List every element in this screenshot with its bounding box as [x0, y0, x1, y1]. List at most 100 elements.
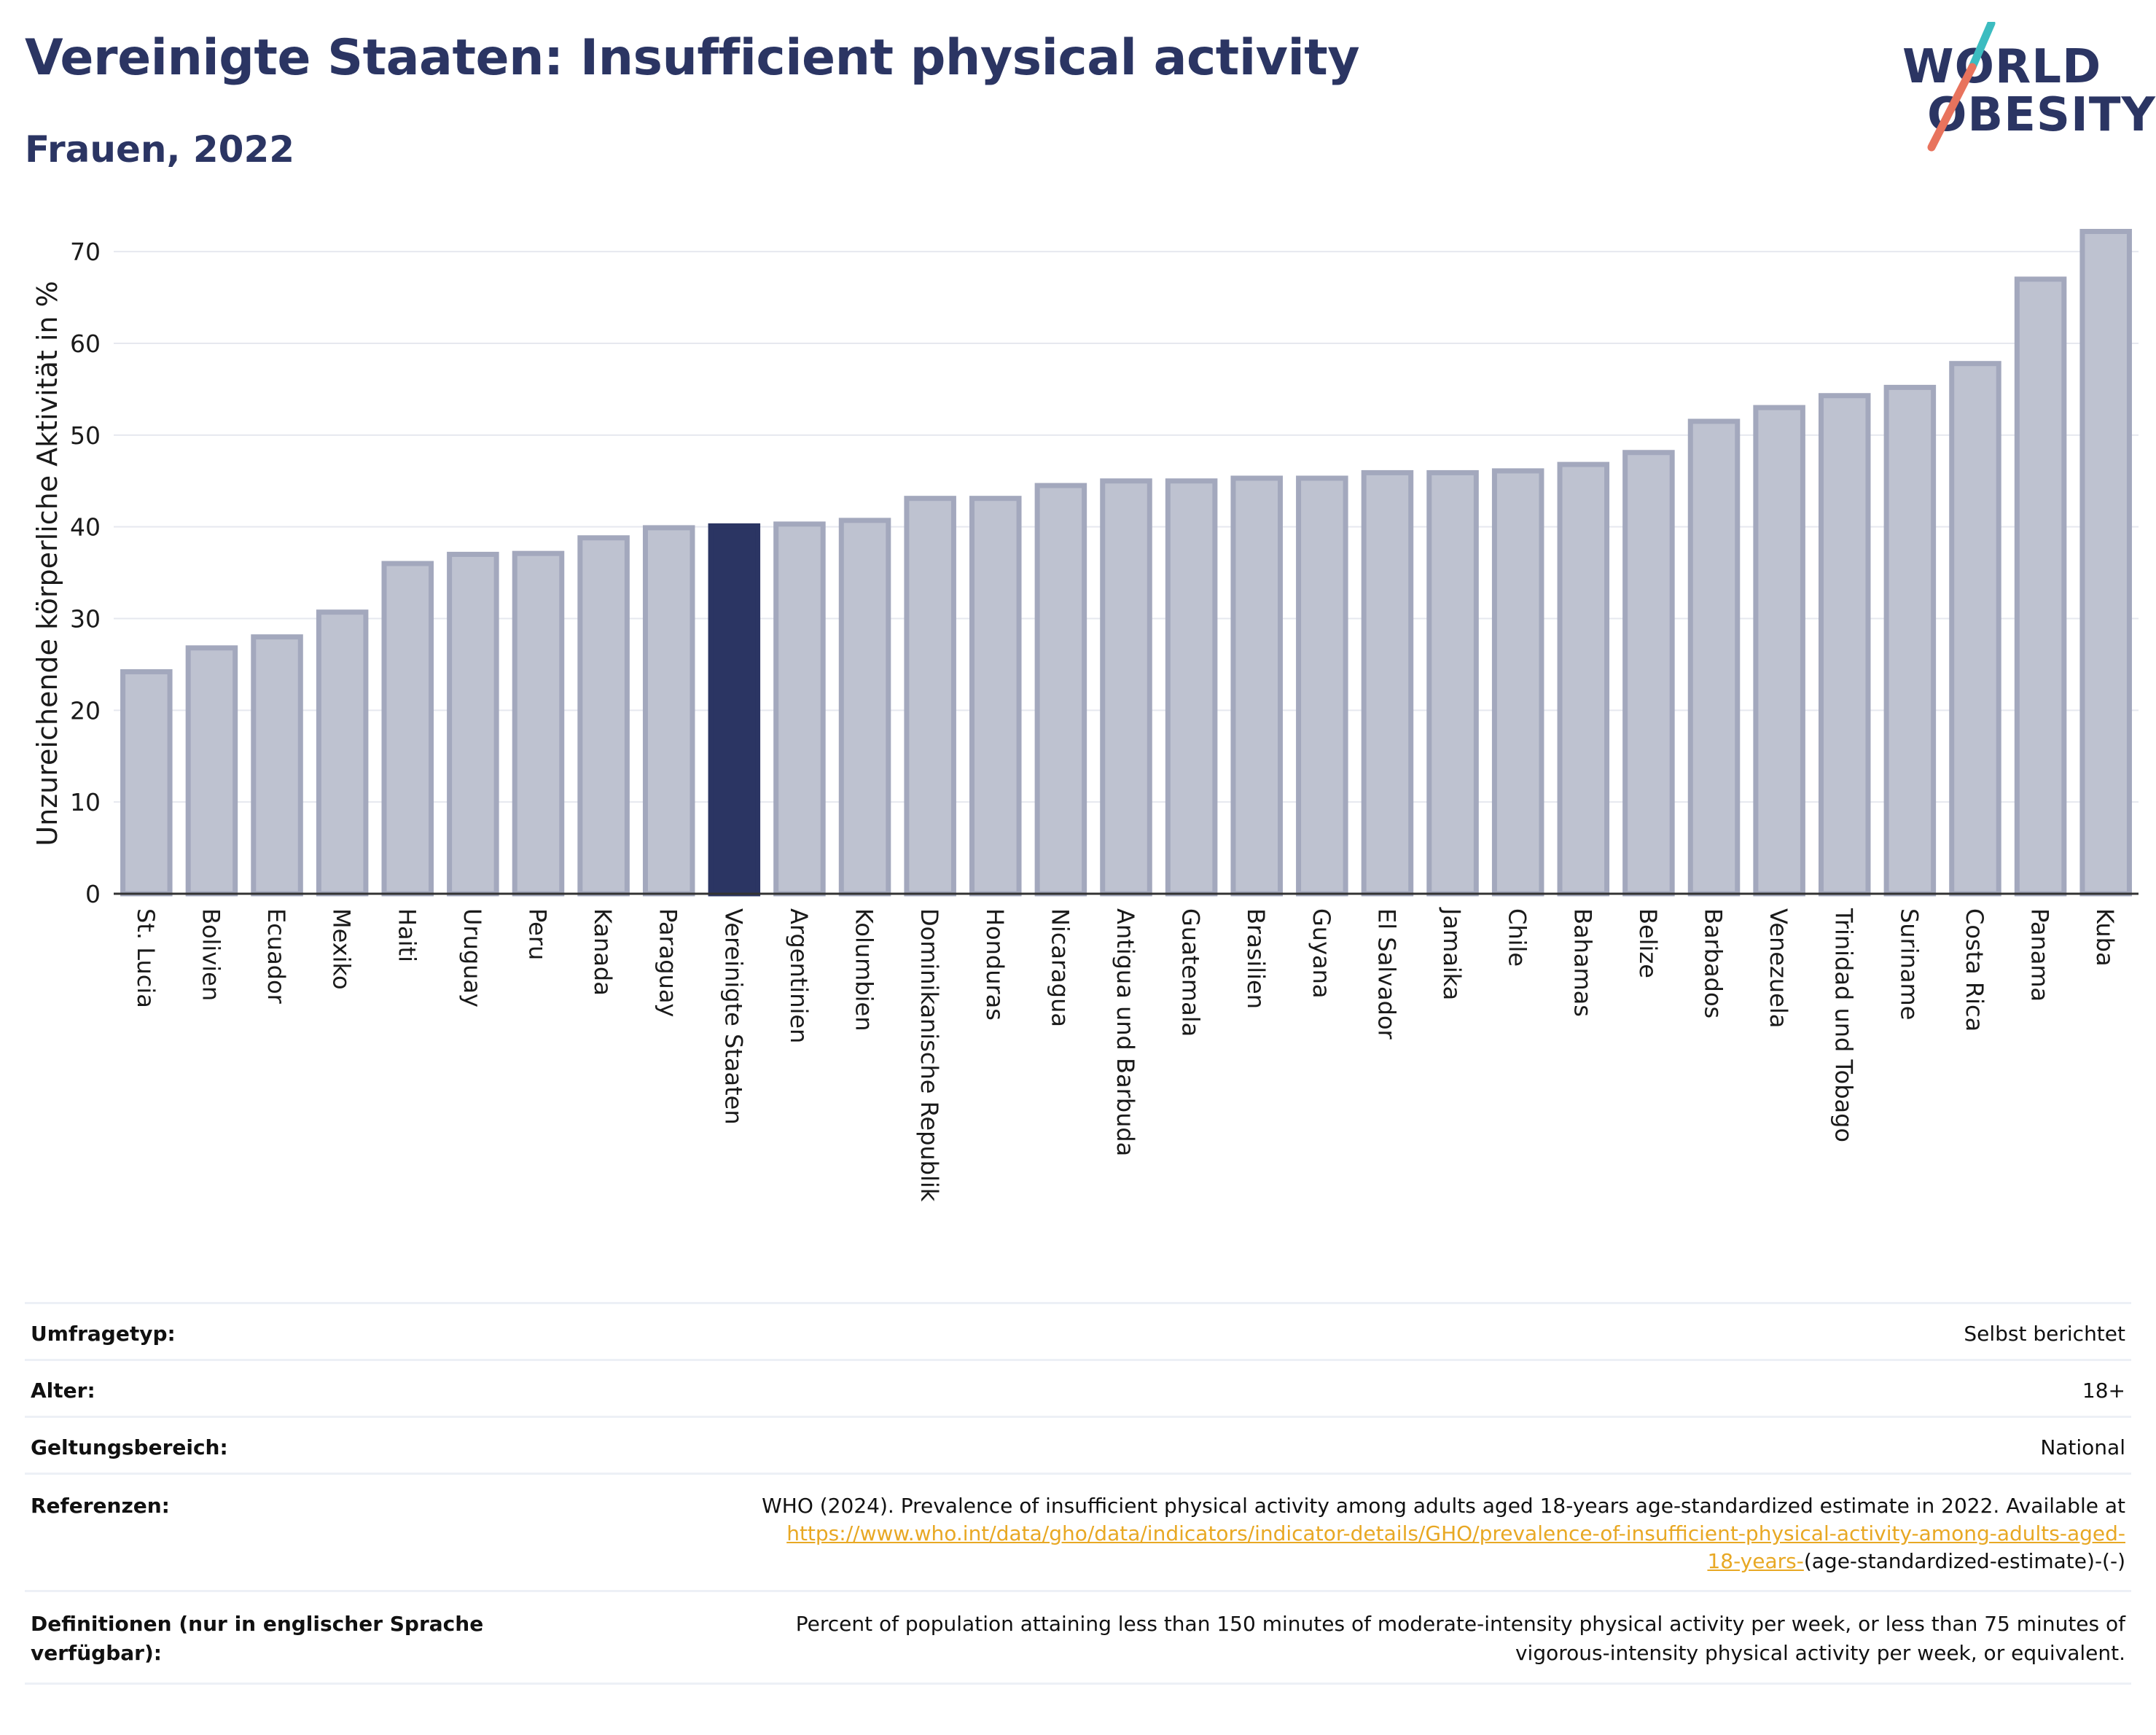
y-axis-ticks: 0 10 20 30 40 50 60 70: [70, 238, 101, 908]
bar-kolumbien[interactable]: [838, 518, 891, 897]
bar-nicaragua[interactable]: [1034, 483, 1087, 897]
age-label: Alter:: [25, 1359, 517, 1418]
bar-mexiko[interactable]: [316, 609, 369, 897]
y-axis-title: Unzureichende körperliche Aktivität in %: [31, 281, 63, 846]
y-tick-label: 20: [70, 696, 101, 725]
reference-text: WHO (2024). Prevalence of insufficient p…: [762, 1494, 2125, 1518]
bar-guyana[interactable]: [1296, 475, 1348, 897]
x-tick-label: Mexiko: [328, 908, 356, 990]
y-tick-label: 60: [70, 330, 101, 358]
x-tick-label: Guatemala: [1177, 908, 1205, 1037]
x-tick-label: Bolivien: [197, 908, 224, 1001]
page-title: Vereinigte Staaten: Insufficient physica…: [25, 29, 1360, 87]
bar-dominikanische-republik[interactable]: [904, 496, 956, 897]
age-value: 18+: [517, 1359, 2131, 1418]
page-subtitle: Frauen, 2022: [25, 128, 295, 171]
x-axis-labels: St. Lucia Bolivien Ecuador Mexiko Haiti Urugu…: [132, 907, 2119, 1202]
scope-value: National: [517, 1416, 2131, 1475]
x-tick-label: St. Lucia: [132, 908, 160, 1008]
bar-suriname[interactable]: [1883, 384, 1937, 897]
bar-belize[interactable]: [1622, 450, 1675, 897]
y-tick-label: 70: [70, 238, 101, 266]
x-tick-label: Paraguay: [655, 908, 682, 1017]
x-tick-label: Vereinigte Staaten: [719, 908, 747, 1125]
bar-honduras[interactable]: [969, 496, 1022, 897]
meta-row-survey: Umfragetyp: Selbst berichtet: [25, 1302, 2131, 1361]
reference-link[interactable]: https://www.who.int/data/gho/data/indica…: [786, 1521, 2125, 1545]
survey-type-label: Umfragetyp:: [25, 1302, 517, 1361]
logo-word-1: WORLD: [1902, 40, 2102, 94]
reference-tail: (age-standardized-estimate)-(-): [1803, 1549, 2125, 1573]
x-tick-label: Barbados: [1700, 908, 1727, 1018]
bar-uruguay[interactable]: [447, 551, 499, 897]
meta-row-definitions: Definitionen (nur in englischer Sprache …: [25, 1590, 2131, 1685]
bar-bahamas[interactable]: [1557, 461, 1610, 897]
x-tick-label: Honduras: [981, 908, 1009, 1021]
bar-trinidad-und-tobago[interactable]: [1818, 393, 1871, 897]
reference-link-cont[interactable]: 18-years-: [1707, 1549, 1804, 1573]
x-tick-label: Kuba: [2091, 908, 2119, 967]
x-tick-label: Venezuela: [1765, 908, 1792, 1028]
x-tick-label: Costa Rica: [1961, 908, 1988, 1032]
bar-jamaika[interactable]: [1426, 469, 1479, 897]
x-tick-label: Guyana: [1308, 908, 1335, 999]
bar-bolivien[interactable]: [185, 645, 238, 897]
bar-guatemala[interactable]: [1165, 478, 1218, 897]
meta-row-scope: Geltungsbereich: National: [25, 1416, 2131, 1475]
x-tick-label: Dominikanische Republik: [915, 908, 943, 1202]
x-tick-label: Kanada: [589, 908, 617, 996]
x-tick-label: Trinidad und Tobago: [1830, 908, 1858, 1142]
bar-el-salvador[interactable]: [1361, 469, 1414, 897]
x-tick-label: Argentinien: [785, 908, 813, 1043]
definitions-value: Percent of population attaining less tha…: [517, 1590, 2131, 1685]
bar-barbados[interactable]: [1687, 418, 1741, 897]
logo-word-2: OBESITY: [1927, 88, 2156, 142]
meta-row-age: Alter: 18+: [25, 1359, 2131, 1418]
y-tick-label: 0: [85, 880, 101, 908]
definition-line-2: vigorous-intensity physical activity per…: [1515, 1641, 2125, 1665]
definitions-label-line-1: Definitionen (nur in englischer Sprache: [31, 1612, 484, 1636]
bar-kanada[interactable]: [577, 535, 630, 897]
x-tick-label: Nicaragua: [1046, 908, 1074, 1027]
x-tick-label: Bahamas: [1569, 908, 1596, 1017]
bar-paraguay[interactable]: [642, 525, 695, 897]
x-tick-label: Belize: [1634, 908, 1662, 978]
world-obesity-logo[interactable]: WORLD OBESITY: [1902, 22, 2155, 153]
bar-brasilien[interactable]: [1230, 475, 1283, 897]
x-tick-label: Haiti: [393, 908, 421, 962]
bar-peru[interactable]: [512, 550, 565, 897]
bar-chart: 0 10 20 30 40 50 60 70 St. Lucia Bolivien Ecuador…: [31, 228, 2139, 1202]
bar-chile[interactable]: [1491, 468, 1544, 897]
y-tick-label: 30: [70, 605, 101, 633]
x-tick-label: Peru: [523, 908, 551, 960]
bar-venezuela[interactable]: [1753, 405, 1805, 897]
x-tick-label: Panama: [2026, 908, 2054, 1002]
x-tick-label: El Salvador: [1372, 908, 1400, 1040]
bar-antigua-und-barbuda[interactable]: [1100, 478, 1152, 897]
survey-type-value: Selbst berichtet: [517, 1302, 2131, 1361]
definition-line-1: Percent of population attaining less tha…: [795, 1612, 2125, 1636]
y-tick-label: 40: [70, 513, 101, 542]
x-tick-label: Ecuador: [262, 908, 290, 1005]
definitions-label: Definitionen (nur in englischer Sprache …: [25, 1590, 517, 1685]
bar-panama[interactable]: [2014, 276, 2067, 897]
x-tick-label: Brasilien: [1242, 908, 1270, 1009]
bar-kuba[interactable]: [2079, 228, 2132, 897]
meta-row-references: Referenzen: WHO (2024). Prevalence of in…: [25, 1473, 2131, 1592]
scope-label: Geltungsbereich:: [25, 1416, 517, 1475]
x-tick-label: Kolumbien: [851, 908, 878, 1031]
bar-haiti[interactable]: [381, 561, 434, 897]
chart-bars: [120, 228, 2132, 897]
references-value: WHO (2024). Prevalence of insufficient p…: [517, 1473, 2131, 1592]
bar-ecuador[interactable]: [251, 634, 303, 897]
x-tick-label: Uruguay: [458, 908, 486, 1007]
x-tick-label: Antigua und Barbuda: [1112, 908, 1139, 1156]
metadata-table: Umfragetyp: Selbst berichtet Alter: 18+ …: [25, 1302, 2131, 1685]
y-tick-label: 10: [70, 788, 101, 816]
bar-argentinien[interactable]: [773, 521, 826, 897]
bar-st-lucia[interactable]: [120, 668, 173, 897]
references-label: Referenzen:: [25, 1473, 517, 1592]
x-tick-label: Chile: [1504, 908, 1531, 967]
bar-vereinigte-staaten[interactable]: [708, 523, 761, 897]
bar-costa-rica[interactable]: [1949, 361, 2001, 897]
